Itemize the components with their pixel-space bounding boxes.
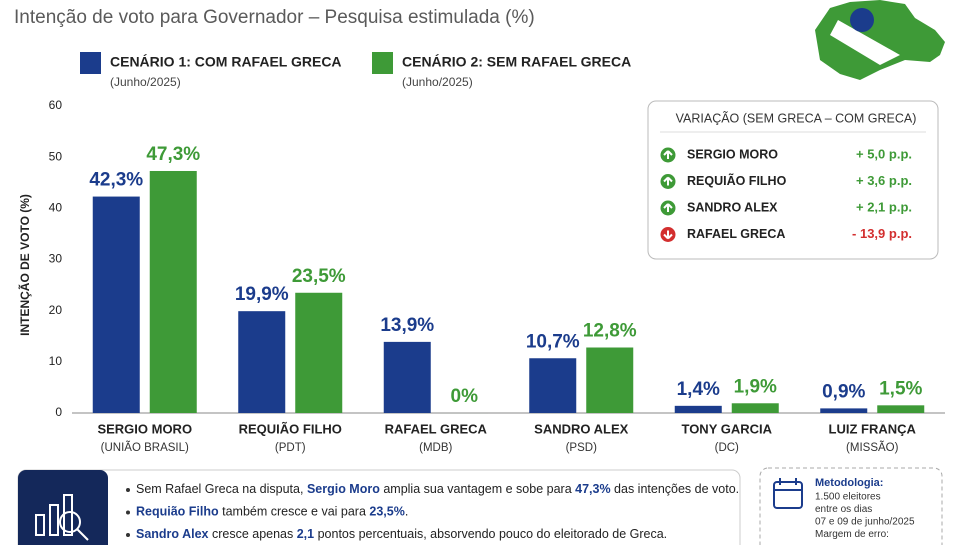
bar [92,196,140,413]
bullet [126,510,130,515]
bar [149,170,197,413]
legend-swatch [80,52,101,74]
bar [383,341,431,413]
data-label: 10,7% [526,331,580,352]
bar [295,292,343,413]
y-axis-label: INTENÇÃO DE VOTO (%) [17,194,32,336]
trend-arrow [663,176,673,186]
data-label: 0% [451,386,479,407]
map-emblem [815,0,945,80]
x-tick-label: TONY GARCIA [681,421,772,436]
note-segment: 23,5% [369,505,404,519]
x-tick-label: LUIZ FRANÇA [829,421,917,436]
legend-label: CENÁRIO 2: SEM RAFAEL GRECA [402,54,631,70]
note-segment: 47,3% [575,482,610,496]
y-tick-label: 10 [49,354,63,368]
variation-box [647,100,939,260]
note-segment: Sandro Alex [136,527,209,541]
x-tick-label: SANDRO ALEX [534,421,628,436]
methodology-line: 07 e 09 de junho/2025 [815,517,915,528]
y-tick-label: 30 [49,252,63,266]
trend-arrow [663,150,673,159]
y-tick-label: 50 [49,149,63,163]
bar [238,311,286,413]
legend-label: CENÁRIO 1: COM RAFAEL GRECA [110,54,342,70]
data-label: 1,9% [734,376,777,397]
data-label: 19,9% [235,284,289,305]
data-label: 1,5% [879,378,922,399]
methodology-line: entre os dias [815,504,872,515]
bullet [126,488,130,492]
note-segment: também cresce e vai para [219,505,370,519]
note: Sandro Alex cresce apenas 2,1 pontos per… [136,527,667,541]
bar [731,403,779,413]
y-tick-label: 40 [49,201,63,215]
x-tick-sublabel: (PSD) [566,442,597,454]
variation-name: RAFAEL GRECA [687,227,785,241]
note-segment: das intenções de voto. [611,482,740,496]
data-label: 1,4% [677,379,720,400]
note-segment: Requião Filho [136,505,219,519]
trend-arrow [663,203,673,212]
data-label: 47,3% [146,144,200,165]
x-tick-sublabel: (PDT) [275,442,306,454]
note-segment: . [405,505,408,519]
chart-title: Intenção de voto para Governador – Pesqu… [14,7,535,28]
y-tick-label: 0 [55,405,62,419]
note-segment: cresce apenas [208,527,296,541]
y-tick-label: 60 [49,98,63,112]
variation-change: - 13,9 p.p. [852,226,912,241]
methodology-line: Margem de erro: [815,529,889,540]
variation-name: SANDRO ALEX [687,200,778,214]
data-label: 0,9% [822,381,865,402]
note: Requião Filho também cresce e vai para 2… [136,505,408,519]
bar [820,408,868,413]
bar [529,358,577,413]
bar [586,347,634,413]
note-segment: amplia sua vantagem e sobe para [380,482,575,496]
methodology-title: Metodologia: [815,477,883,489]
note-segment: pontos percentuais, absorvendo pouco do … [314,527,667,541]
calendar-icon [773,478,803,509]
notes-icon [35,494,89,541]
legend-period: (Junho/2025) [402,75,473,89]
legend-period: (Junho/2025) [110,75,181,89]
methodology-line: 1.500 eleitores [815,492,881,503]
variation-name: SERGIO MORO [687,147,778,161]
bar [674,405,722,413]
variation-name: REQUIÃO FILHO [687,173,787,188]
x-tick-sublabel: (MISSÃO) [846,441,899,454]
bullet [126,533,130,537]
x-tick-sublabel: (MDB) [419,442,452,454]
x-tick-label: REQUIÃO FILHO [239,421,342,436]
data-label: 12,8% [583,321,637,342]
trend-arrow [663,230,673,240]
x-tick-label: SERGIO MORO [97,421,192,436]
data-label: 13,9% [380,315,434,336]
legend-swatch [372,52,393,74]
variation-change: + 2,1 p.p. [856,199,912,214]
variation-title: VARIAÇÃO (SEM GRECA – COM GRECA) [676,111,917,125]
x-tick-sublabel: (UNIÃO BRASIL) [101,441,189,454]
x-tick-sublabel: (DC) [715,442,739,454]
x-tick-label: RAFAEL GRECA [385,421,488,436]
note: Sem Rafael Greca na disputa, Sergio Moro… [136,482,739,496]
note-segment: 2,1 [297,527,314,541]
data-label: 42,3% [89,170,143,191]
variation-change: + 3,6 p.p. [856,173,912,188]
methodology-box [759,467,943,545]
variation-change: + 5,0 p.p. [856,146,912,161]
note-segment: Sergio Moro [307,482,380,496]
note-segment: Sem Rafael Greca na disputa, [136,482,307,496]
y-tick-label: 20 [49,303,63,317]
data-label: 23,5% [292,266,346,287]
bar [877,405,925,413]
